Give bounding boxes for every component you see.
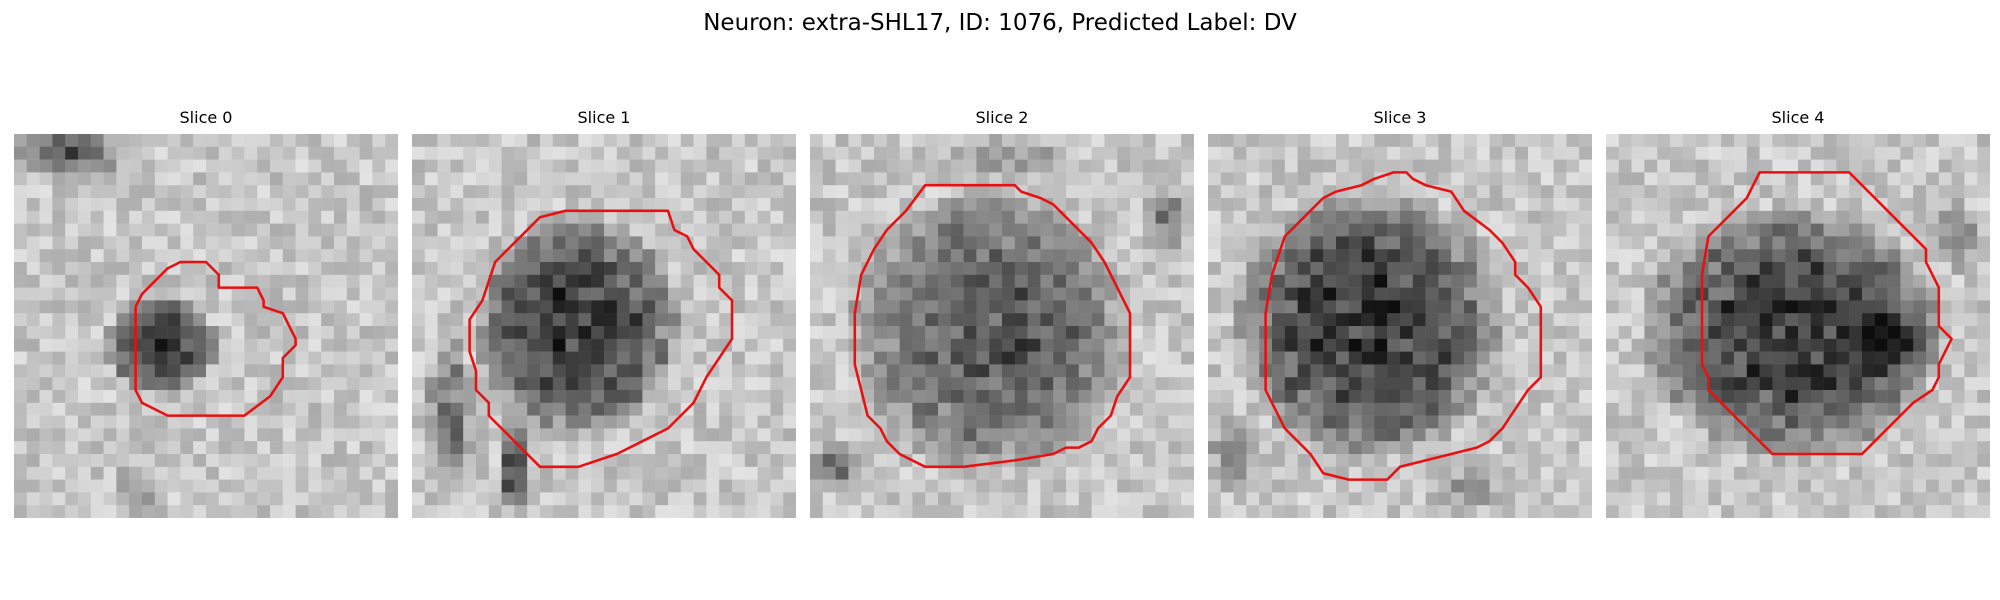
slice-title: Slice 1 [412,108,796,128]
slice-title: Slice 3 [1208,108,1592,128]
slice-title: Slice 0 [14,108,398,128]
slice-title: Slice 2 [810,108,1194,128]
slice-image [14,134,398,518]
figure-title: Neuron: extra-SHL17, ID: 1076, Predicted… [0,8,2000,38]
slice-title: Slice 4 [1606,108,1990,128]
slice-image [412,134,796,518]
slice-image [810,134,1194,518]
slice-image [1606,134,1990,518]
slice-image [1208,134,1592,518]
